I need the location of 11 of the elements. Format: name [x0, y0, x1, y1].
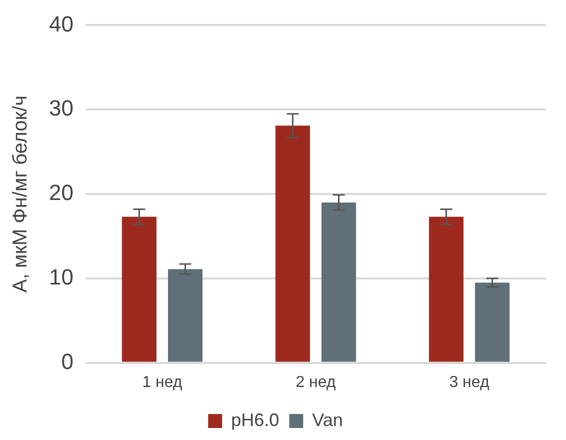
- y-axis-title: А, мкМ Фн/мг белок/ч: [10, 95, 32, 293]
- y-tick-label: 10: [48, 264, 74, 290]
- x-tick-label: 2 нед: [296, 374, 336, 391]
- x-tick-label: 1 нед: [142, 374, 183, 391]
- legend-label: Van: [312, 410, 343, 430]
- y-tick-label: 20: [48, 180, 74, 206]
- legend-label: pH6.0: [231, 410, 280, 430]
- y-tick-label: 40: [48, 11, 74, 36]
- y-tick-label: 30: [48, 96, 74, 121]
- y-tick-label: 0: [61, 348, 74, 374]
- x-tick-label: 3 нед: [449, 374, 490, 391]
